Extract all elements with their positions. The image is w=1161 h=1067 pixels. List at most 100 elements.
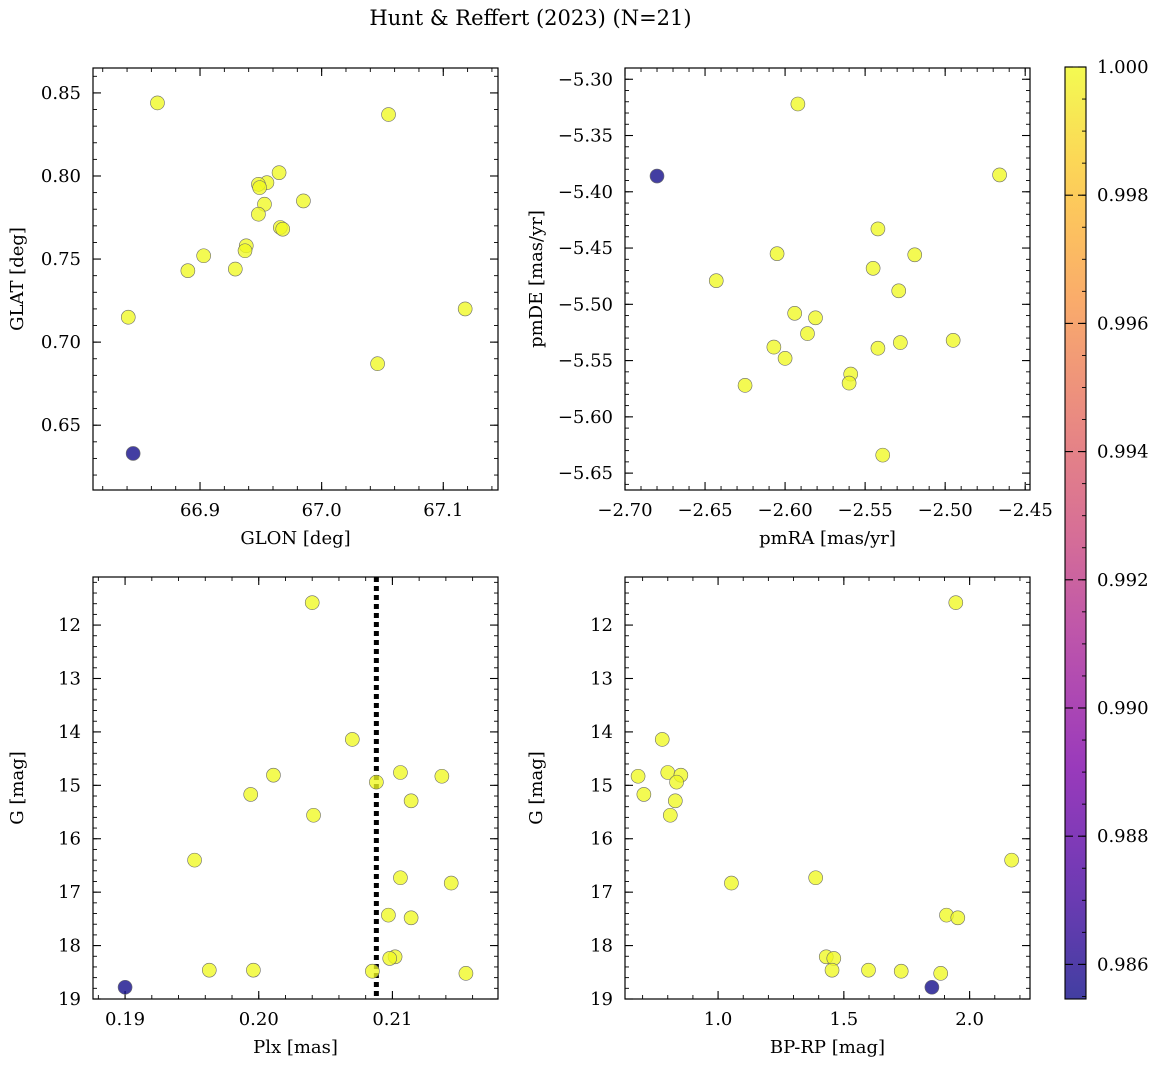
data-point [296, 193, 311, 209]
y-tick-label: 16 [58, 829, 81, 850]
x-tick-label: 66.9 [180, 500, 220, 521]
axes-frame [624, 576, 1031, 1000]
data-point [870, 340, 886, 356]
y-tick-label: 14 [590, 722, 613, 743]
y-axis-label: pmDE [mas/yr] [526, 210, 547, 348]
y-tick-label: 12 [58, 615, 81, 636]
subplot-2: −2.70 −2.65 −2.60 −2.55 −2.50 −2.45 −5.65 −5.60… [526, 67, 1053, 549]
data-point [381, 907, 396, 923]
y-axis-label: G [mag] [526, 751, 547, 824]
y-tick-label: 0.80 [41, 166, 81, 187]
y-tick-label: −5.50 [558, 294, 613, 315]
x-tick-label: 1.0 [704, 1009, 733, 1030]
data-point [808, 870, 823, 886]
data-point [150, 95, 165, 111]
data-point [369, 774, 384, 790]
y-tick-label: −5.60 [558, 407, 613, 428]
data-point [870, 221, 886, 237]
y-tick-label: 0.70 [41, 332, 81, 353]
data-point [180, 263, 196, 278]
colorbar-tick-label: 1.000 [1097, 57, 1149, 78]
data-point [365, 963, 380, 979]
colorbar-tick-label: 0.988 [1097, 826, 1149, 847]
data-point [266, 767, 281, 783]
y-tick-label: −5.40 [558, 182, 613, 203]
data-point [841, 375, 857, 391]
colorbar-tick-label: 0.994 [1097, 442, 1149, 463]
data-point [787, 306, 802, 321]
data-point [708, 273, 724, 288]
y-tick-label: 17 [58, 882, 81, 903]
data-point [893, 963, 909, 979]
data-point [1004, 852, 1019, 868]
colorbar-tick-label: 0.986 [1097, 954, 1149, 975]
data-point [865, 261, 881, 276]
y-tick-label: 12 [590, 615, 613, 636]
data-point [403, 793, 419, 809]
data-point [304, 595, 320, 610]
y-tick-label: 14 [58, 722, 81, 743]
data-point [458, 966, 474, 981]
y-tick-label: 0.75 [41, 249, 81, 270]
y-tick-label: 13 [590, 668, 613, 689]
x-tick-label: 0.20 [239, 1009, 279, 1030]
y-tick-label: 19 [58, 989, 81, 1010]
data-point [457, 301, 473, 317]
x-tick-label: 0.19 [105, 1009, 145, 1030]
x-tick-label: 67.1 [423, 500, 463, 521]
data-point [945, 333, 961, 348]
y-tick-label: 13 [58, 668, 81, 689]
data-point [824, 962, 840, 978]
y-tick-label: −5.45 [558, 238, 613, 259]
y-tick-label: 15 [590, 775, 613, 796]
data-point [808, 310, 823, 326]
y-tick-label: 0.65 [41, 415, 81, 436]
plot-area [120, 95, 473, 461]
x-tick-label: −2.65 [677, 500, 732, 521]
y-tick-label: −5.35 [558, 126, 613, 147]
data-point [861, 962, 876, 978]
data-point [950, 910, 966, 926]
data-point [766, 339, 782, 355]
x-axis-label: pmRA [mas/yr] [759, 528, 896, 549]
colorbar-tick-label: 0.998 [1097, 185, 1149, 206]
data-point [370, 356, 385, 372]
data-point [271, 165, 287, 180]
data-point [933, 966, 948, 981]
data-point [251, 206, 266, 222]
x-tick-label: 67.0 [302, 500, 342, 521]
data-point [924, 979, 940, 995]
colorbar-frame [1064, 66, 1087, 1000]
x-tick-label: 2.0 [955, 1009, 984, 1030]
data-point [393, 870, 408, 886]
data-point [201, 962, 217, 978]
data-point [434, 768, 450, 784]
data-point [948, 595, 964, 610]
data-point [630, 768, 646, 784]
y-axis-label: GLAT [deg] [7, 227, 28, 331]
data-point [636, 787, 652, 802]
data-point [443, 875, 459, 891]
colorbar: 0.986 0.988 0.990 0.992 0.994 0.996 0.998 1.000 [1064, 57, 1149, 1000]
data-point [769, 246, 785, 261]
y-tick-label: 18 [590, 936, 613, 957]
data-point [243, 787, 259, 802]
y-tick-label: 18 [58, 936, 81, 957]
plot-area [117, 577, 474, 999]
data-point [196, 248, 211, 264]
colorbar-tick-label: 0.990 [1097, 698, 1149, 719]
data-point [246, 962, 261, 978]
data-point [237, 243, 253, 259]
data-point [275, 221, 291, 237]
x-tick-label: −2.60 [757, 500, 812, 521]
y-tick-label: −5.30 [558, 69, 613, 90]
data-point [345, 732, 360, 747]
x-axis-label: GLON [deg] [240, 528, 350, 549]
data-point [403, 910, 419, 926]
data-point [252, 180, 267, 195]
y-tick-label: 17 [590, 882, 613, 903]
plot-area [649, 96, 1007, 463]
x-tick-label: −2.45 [998, 500, 1053, 521]
x-tick-label: 0.21 [372, 1009, 412, 1030]
